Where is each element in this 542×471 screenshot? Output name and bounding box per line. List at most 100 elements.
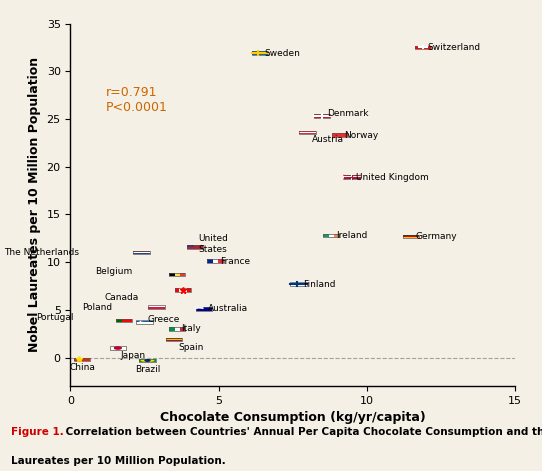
Bar: [137, 322, 153, 323]
Text: China: China: [69, 363, 95, 372]
Bar: [334, 234, 339, 237]
Bar: [74, 357, 91, 361]
Bar: [166, 340, 182, 341]
Bar: [175, 288, 191, 292]
Bar: [115, 318, 122, 322]
Circle shape: [145, 360, 150, 361]
Bar: [299, 130, 315, 132]
Bar: [299, 133, 315, 134]
Circle shape: [114, 347, 121, 349]
Bar: [218, 260, 224, 263]
Bar: [403, 236, 420, 237]
Text: r=0.791
P<0.0001: r=0.791 P<0.0001: [106, 86, 168, 114]
Bar: [314, 114, 331, 118]
Bar: [208, 260, 224, 263]
Text: Sweden: Sweden: [264, 49, 300, 57]
Text: Brazil: Brazil: [135, 365, 160, 374]
Bar: [133, 253, 150, 254]
Bar: [328, 234, 334, 237]
Text: Denmark: Denmark: [327, 109, 368, 118]
Bar: [74, 357, 91, 361]
Bar: [169, 273, 185, 276]
Bar: [148, 305, 165, 309]
Bar: [166, 339, 182, 340]
Text: Poland: Poland: [82, 302, 112, 311]
Text: Figure 1.: Figure 1.: [11, 427, 63, 437]
Bar: [137, 323, 153, 324]
Bar: [187, 245, 194, 247]
Bar: [332, 133, 348, 137]
Bar: [291, 282, 307, 286]
Text: Norway: Norway: [345, 131, 379, 140]
Bar: [175, 288, 179, 292]
Bar: [299, 132, 315, 133]
Bar: [403, 235, 420, 236]
Bar: [196, 307, 212, 311]
Bar: [196, 307, 212, 311]
Bar: [139, 358, 156, 362]
Bar: [403, 237, 420, 238]
Bar: [187, 247, 203, 248]
Bar: [137, 321, 153, 322]
Bar: [109, 346, 126, 350]
Text: Austria: Austria: [312, 136, 344, 145]
Bar: [187, 245, 203, 246]
Bar: [187, 245, 203, 249]
Bar: [323, 234, 328, 237]
Bar: [175, 327, 180, 331]
Text: Canada: Canada: [105, 293, 139, 302]
Bar: [139, 358, 156, 362]
Text: Ireland: Ireland: [335, 231, 367, 240]
Bar: [344, 175, 360, 179]
Bar: [137, 320, 153, 321]
Bar: [196, 307, 212, 311]
Bar: [180, 273, 185, 276]
Bar: [208, 260, 213, 263]
Bar: [148, 305, 165, 307]
Text: Finland: Finland: [303, 280, 335, 289]
Bar: [187, 246, 203, 247]
Bar: [252, 51, 268, 55]
Bar: [169, 327, 185, 331]
Text: Japan: Japan: [121, 351, 146, 360]
Bar: [133, 251, 150, 254]
Text: Germany: Germany: [416, 232, 457, 241]
Bar: [252, 51, 268, 55]
X-axis label: Chocolate Consumption (kg/yr/capita): Chocolate Consumption (kg/yr/capita): [160, 412, 425, 424]
Bar: [187, 245, 203, 249]
Bar: [344, 175, 360, 179]
Bar: [137, 320, 153, 324]
Bar: [137, 320, 153, 324]
Bar: [415, 46, 431, 49]
Text: Laureates per 10 Million Population.: Laureates per 10 Million Population.: [11, 456, 225, 466]
Bar: [291, 282, 307, 286]
Bar: [403, 235, 420, 238]
Bar: [299, 130, 315, 134]
Y-axis label: Nobel Laureates per 10 Million Population: Nobel Laureates per 10 Million Populatio…: [28, 57, 41, 352]
Bar: [133, 251, 150, 252]
Bar: [415, 46, 431, 49]
Text: United
States: United States: [198, 234, 228, 254]
Text: The Netherlands: The Netherlands: [4, 248, 79, 257]
Bar: [166, 338, 182, 341]
Bar: [187, 288, 191, 292]
Bar: [187, 248, 203, 249]
Bar: [115, 318, 132, 322]
Bar: [169, 327, 175, 331]
Text: Switzerland: Switzerland: [428, 43, 481, 52]
Text: Australia: Australia: [208, 304, 248, 313]
Bar: [213, 260, 218, 263]
Text: Belgium: Belgium: [95, 267, 133, 276]
Bar: [179, 288, 187, 292]
Text: Portugal: Portugal: [36, 313, 73, 322]
Bar: [323, 234, 339, 237]
Bar: [169, 273, 175, 276]
Bar: [133, 252, 150, 253]
Bar: [109, 346, 126, 350]
Bar: [180, 327, 185, 331]
Text: Spain: Spain: [179, 342, 204, 351]
Bar: [122, 318, 132, 322]
Text: Correlation between Countries' Annual Per Capita Chocolate Consumption and the N: Correlation between Countries' Annual Pe…: [62, 427, 542, 437]
Bar: [175, 273, 180, 276]
Bar: [166, 338, 182, 339]
